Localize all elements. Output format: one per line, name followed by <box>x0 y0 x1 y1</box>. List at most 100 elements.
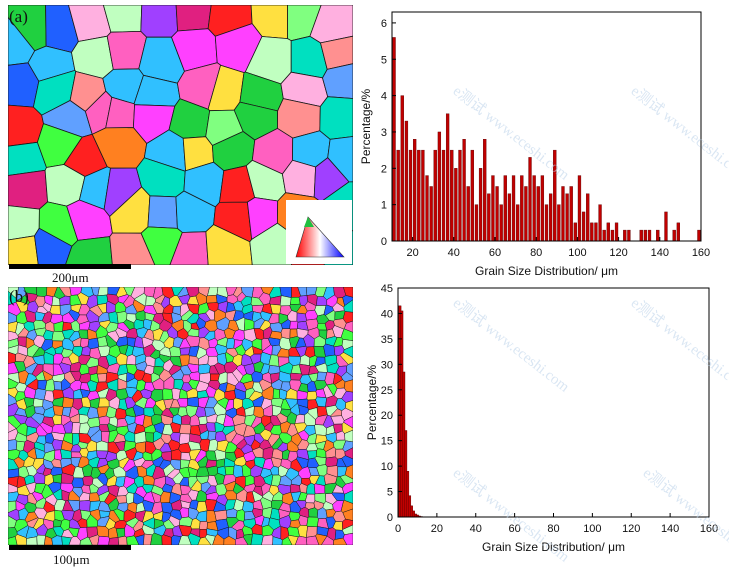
grain <box>8 439 18 451</box>
grain <box>117 535 128 545</box>
grain <box>297 525 308 538</box>
bar <box>602 229 606 242</box>
bar <box>577 175 582 242</box>
grain-size-chart-a-svg: 0 1 2 3 4 5 6 20 40 60 80 100 120 140 160 Grain Size Di… <box>359 11 710 278</box>
bar <box>548 193 553 242</box>
bar <box>536 186 540 242</box>
grain <box>305 493 316 504</box>
grain <box>233 464 244 478</box>
bar <box>404 120 409 242</box>
grain <box>346 362 353 378</box>
bar <box>676 222 680 242</box>
grain <box>342 524 353 535</box>
bar <box>565 193 569 242</box>
bar <box>495 186 499 242</box>
bar <box>516 204 520 242</box>
x-tick-label: 140 <box>661 523 679 535</box>
bar <box>408 149 413 242</box>
grain <box>8 169 49 210</box>
x-tick-label: 80 <box>547 523 559 535</box>
grain <box>270 303 282 315</box>
grain <box>306 516 319 528</box>
grain <box>289 483 301 494</box>
bar <box>421 149 425 242</box>
x-tick-label: 100 <box>583 523 601 535</box>
bar <box>697 229 701 242</box>
bar <box>441 149 446 242</box>
x-tick-label: 20 <box>431 523 443 535</box>
x-tick-label: 60 <box>489 247 501 259</box>
grain <box>279 295 292 307</box>
grain <box>206 294 218 304</box>
grain <box>49 305 61 315</box>
y-tick-label: 1 <box>381 200 387 212</box>
x-tick-label: 120 <box>622 523 640 535</box>
bar <box>499 204 503 242</box>
bar <box>487 193 491 242</box>
bar <box>445 113 450 242</box>
bar <box>573 222 577 242</box>
bar <box>507 193 512 242</box>
grain <box>181 414 191 425</box>
bar <box>437 131 442 242</box>
y-tick-label: 6 <box>381 18 387 30</box>
ebsd-map-b <box>8 287 353 545</box>
scale-bar-a: 200μm <box>9 264 134 286</box>
bar <box>606 222 610 242</box>
grain <box>108 537 120 545</box>
grain <box>179 423 192 435</box>
bar <box>672 229 676 242</box>
bar <box>478 168 483 242</box>
bar <box>610 229 615 242</box>
bar <box>614 222 619 242</box>
grain <box>313 483 326 495</box>
grain <box>323 343 336 357</box>
grain-size-chart-b: 0 5 10 15 20 25 30 35 40 45 0 20 40 60 80 100 120 140 160 G… <box>355 282 727 567</box>
bar <box>400 95 404 242</box>
y-tick-label: 15 <box>381 436 393 448</box>
grain <box>87 337 100 350</box>
ebsd-map-a <box>8 5 353 265</box>
grain <box>342 518 353 530</box>
grain <box>308 507 319 518</box>
x-tick-label: 160 <box>692 247 710 259</box>
y-tick-label: 30 <box>381 359 393 371</box>
bar <box>647 229 652 242</box>
panel-label-a: (a) <box>9 7 28 26</box>
grain <box>214 509 228 521</box>
bar <box>470 149 474 242</box>
scale-bar-b-label: 100μm <box>53 552 90 567</box>
grain <box>224 466 235 476</box>
y-tick-label: 0 <box>381 236 387 248</box>
grain <box>142 475 155 486</box>
grain <box>162 388 174 401</box>
grain <box>199 521 208 530</box>
bar <box>540 175 545 242</box>
grain <box>342 532 353 545</box>
grain <box>78 500 91 512</box>
grain <box>71 422 81 434</box>
grain <box>36 287 48 297</box>
grain <box>147 195 178 229</box>
grain <box>33 398 44 408</box>
bar <box>598 204 602 242</box>
grain <box>261 534 274 545</box>
bar <box>590 222 594 242</box>
scale-bar-a-label: 200μm <box>52 270 89 285</box>
bar <box>429 186 433 242</box>
bar <box>483 139 487 242</box>
grain <box>81 346 91 356</box>
panel-label-b: (b) <box>9 287 29 306</box>
x-tick-label: 20 <box>406 247 418 259</box>
y-axis-label: Percentage/% <box>359 88 373 164</box>
grain <box>145 432 154 443</box>
bar <box>553 149 557 242</box>
bar <box>581 211 586 242</box>
y-tick-label: 5 <box>381 54 387 66</box>
bar <box>627 229 631 242</box>
y-tick-label: 10 <box>381 461 393 473</box>
ipf-color-key <box>286 200 352 264</box>
grain <box>198 363 211 375</box>
scale-bar-b: 100μm <box>9 545 134 567</box>
ipf-triangle-green-corner <box>304 217 314 227</box>
